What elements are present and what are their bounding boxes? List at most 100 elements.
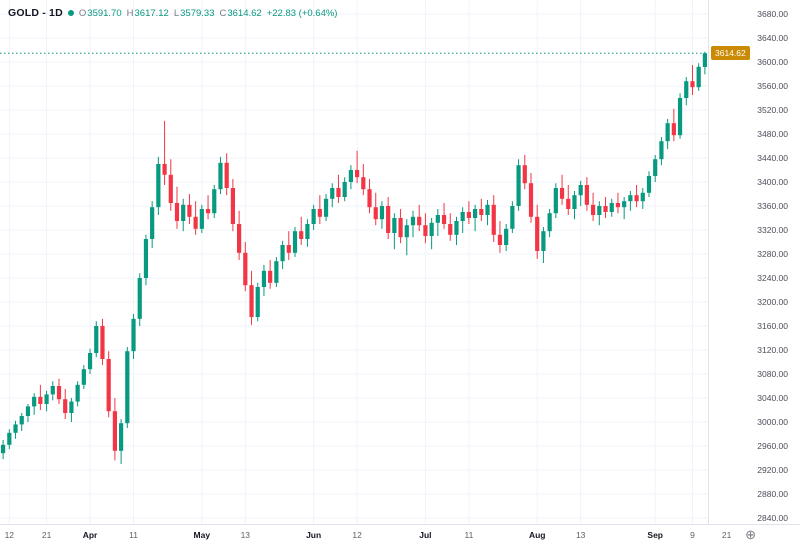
candle-body[interactable] [671, 123, 676, 136]
candle-body[interactable] [696, 66, 701, 88]
candle-body[interactable] [423, 225, 428, 236]
candle-body[interactable] [137, 278, 142, 319]
candle-body[interactable] [305, 224, 310, 239]
candle-body[interactable] [355, 170, 360, 178]
candle-body[interactable] [181, 204, 186, 221]
candle-body[interactable] [38, 396, 43, 404]
candle-body[interactable] [497, 234, 503, 245]
candle-body[interactable] [479, 209, 484, 215]
candle-body[interactable] [19, 416, 24, 425]
candle-body[interactable] [205, 209, 211, 214]
candle-body[interactable] [323, 198, 329, 217]
candle-body[interactable] [249, 285, 254, 317]
candle-body[interactable] [528, 183, 534, 217]
candle-body[interactable] [342, 182, 347, 197]
candle-body[interactable] [125, 351, 130, 424]
candle-body[interactable] [460, 212, 465, 221]
candle-body[interactable] [143, 239, 149, 278]
candle-body[interactable] [63, 399, 68, 413]
candle-body[interactable] [659, 141, 664, 160]
candle-body[interactable] [466, 212, 471, 218]
candle-body[interactable] [640, 192, 645, 202]
candle-body[interactable] [392, 218, 397, 233]
candle-body[interactable] [379, 206, 385, 220]
candle-body[interactable] [373, 207, 378, 220]
symbol-title[interactable]: GOLD - 1D [8, 7, 63, 19]
candle-body[interactable] [280, 245, 285, 262]
candle-body[interactable] [410, 216, 416, 226]
candle-body[interactable] [454, 221, 459, 235]
candle-body[interactable] [603, 206, 608, 212]
candle-body[interactable] [292, 231, 298, 253]
candle-body[interactable] [218, 162, 223, 190]
candle-body[interactable] [628, 195, 633, 202]
candle-body[interactable] [150, 207, 155, 239]
candle-body[interactable] [7, 432, 12, 445]
candle-body[interactable] [485, 204, 490, 215]
candle-body[interactable] [94, 326, 99, 353]
candle-body[interactable] [653, 159, 658, 176]
candle-body[interactable] [597, 206, 602, 215]
candle-body[interactable] [609, 203, 614, 212]
candle-body[interactable] [25, 406, 31, 416]
candle-body[interactable] [386, 206, 391, 233]
candle-body[interactable] [435, 215, 440, 223]
candle-body[interactable] [32, 396, 37, 407]
candle-body[interactable] [131, 318, 136, 352]
candle-body[interactable] [199, 209, 204, 229]
candle-body[interactable] [398, 218, 403, 238]
candle-body[interactable] [224, 162, 229, 188]
candle-body[interactable] [261, 270, 267, 287]
candle-body[interactable] [330, 188, 335, 199]
candle-body[interactable] [504, 228, 509, 245]
candle-body[interactable] [510, 206, 515, 229]
candle-body[interactable] [361, 177, 366, 190]
candle-body[interactable] [336, 188, 341, 197]
candle-body[interactable] [348, 170, 353, 182]
candle-body[interactable] [367, 189, 372, 208]
candle-body[interactable] [572, 195, 577, 209]
candle-body[interactable] [429, 222, 434, 236]
candle-body[interactable] [566, 198, 571, 209]
candle-body[interactable] [81, 369, 86, 385]
candle-body[interactable] [243, 252, 248, 286]
candle-body[interactable] [404, 225, 409, 238]
candle-body[interactable] [677, 98, 683, 136]
candle-body[interactable] [491, 204, 496, 235]
candle-body[interactable] [702, 53, 707, 67]
candle-body[interactable] [578, 185, 583, 196]
candlestick-svg[interactable] [0, 0, 708, 524]
candle-body[interactable] [286, 245, 291, 253]
candle-body[interactable] [69, 401, 74, 413]
candle-body[interactable] [274, 261, 279, 283]
candle-body[interactable] [516, 165, 521, 206]
candle-body[interactable] [56, 386, 62, 400]
candle-body[interactable] [174, 203, 180, 221]
price-axis[interactable]: 3614.62 2840.00 2880.00 2920.00 2960.00 3000… [709, 0, 800, 524]
candle-body[interactable] [665, 123, 670, 142]
candle-body[interactable] [646, 176, 652, 193]
candle-body[interactable] [230, 188, 235, 224]
candle-body[interactable] [268, 270, 273, 283]
candle-body[interactable] [684, 81, 689, 98]
candle-body[interactable] [1, 444, 6, 454]
candle-body[interactable] [187, 204, 192, 217]
candle-body[interactable] [559, 188, 565, 199]
candle-body[interactable] [311, 209, 316, 224]
candle-body[interactable] [168, 174, 173, 203]
candle-body[interactable] [441, 215, 447, 224]
candle-body[interactable] [13, 424, 18, 433]
candle-body[interactable] [690, 81, 695, 88]
candle-body[interactable] [299, 231, 304, 239]
candle-body[interactable] [237, 224, 242, 253]
candle-body[interactable] [615, 203, 621, 208]
candle-body[interactable] [584, 185, 589, 205]
candle-body[interactable] [522, 165, 527, 184]
candle-body[interactable] [50, 386, 55, 395]
candle-body[interactable] [100, 326, 105, 359]
candlestick-plot[interactable]: GOLD - 1D O 3591.70 H 3617.12 L 3579.33 C 36… [0, 0, 709, 524]
plus-circle-icon[interactable]: ⊕ [745, 527, 756, 542]
candle-body[interactable] [162, 164, 167, 175]
candle-body[interactable] [212, 189, 217, 214]
candle-body[interactable] [553, 188, 558, 214]
